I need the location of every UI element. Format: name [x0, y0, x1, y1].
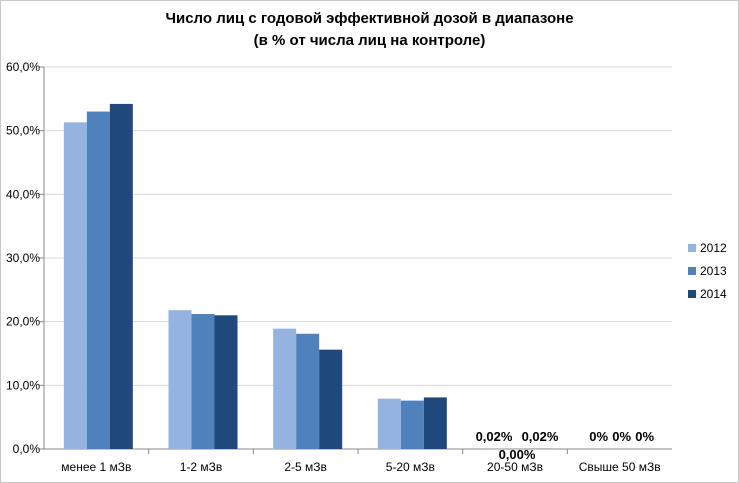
chart-title-line-2: (в % от числа лиц на контроле): [253, 32, 486, 49]
data-label: 0%: [589, 429, 608, 444]
x-tick-label: 20-50 мЗв: [487, 460, 543, 474]
y-tick-label: 10,0%: [6, 378, 40, 392]
data-label: 0%: [612, 429, 631, 444]
chart-legend: 2012 2013 2014: [688, 236, 727, 305]
bar: [63, 122, 87, 449]
bar: [86, 111, 110, 450]
data-label: 0,02%: [476, 429, 513, 444]
data-label: 0,00%: [499, 447, 536, 462]
bar: [214, 315, 238, 449]
bar: [296, 333, 320, 449]
y-tick-label: 60,0%: [6, 60, 40, 74]
y-tick-label: 50,0%: [6, 124, 40, 138]
legend-item-2014: 2014: [688, 282, 727, 305]
bar: [423, 397, 447, 449]
y-tick-label: 0,0%: [13, 442, 41, 456]
data-label: 0,02%: [522, 429, 559, 444]
legend-swatch-2012: [688, 243, 696, 252]
bar: [400, 400, 424, 449]
y-tick-label: 30,0%: [6, 251, 40, 265]
chart-title: Число лиц с годовой эффективной дозой в …: [0, 8, 739, 52]
x-tick-label: менее 1 мЗв: [61, 460, 131, 474]
legend-item-2012: 2012: [688, 236, 727, 259]
bar: [109, 103, 133, 449]
bar: [168, 310, 192, 449]
x-tick-label: 2-5 мЗв: [284, 460, 327, 474]
legend-label-2014: 2014: [700, 286, 727, 301]
y-tick-label: 40,0%: [6, 187, 40, 201]
legend-label-2012: 2012: [700, 240, 727, 255]
bar: [273, 328, 297, 449]
legend-label-2013: 2013: [700, 263, 727, 278]
legend-item-2013: 2013: [688, 259, 727, 282]
y-tick-label: 20,0%: [6, 315, 40, 329]
bar: [377, 398, 401, 449]
legend-swatch-2013: [688, 266, 696, 275]
x-tick-label: 1-2 мЗв: [180, 460, 223, 474]
bar: [191, 314, 215, 449]
legend-swatch-2014: [688, 289, 696, 298]
x-tick-label: Свыше 50 мЗв: [579, 460, 661, 474]
chart-title-line-1: Число лиц с годовой эффективной дозой в …: [165, 10, 574, 27]
bar: [319, 349, 343, 449]
x-tick-label: 5-20 мЗв: [386, 460, 435, 474]
data-label: 0%: [635, 429, 654, 444]
